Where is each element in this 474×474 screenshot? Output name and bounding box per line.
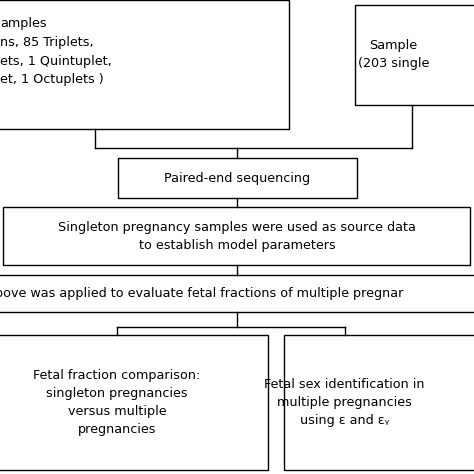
Text: Fetal sex identification in
multiple pregnancies
using ε and εᵧ: Fetal sex identification in multiple pre… (264, 378, 425, 428)
Text: et, 1 Octuplets ): et, 1 Octuplets ) (0, 73, 104, 86)
Bar (3, 207, 470, 265)
Text: Fetal fraction comparison:
singleton pregnancies
versus multiple
pregnancies: Fetal fraction comparison: singleton pre… (33, 369, 201, 437)
Text: ns, 85 Triplets,: ns, 85 Triplets, (0, 36, 94, 48)
Bar (0, 0, 289, 129)
Text: Singleton pregnancy samples were used as source data
to establish model paramete: Singleton pregnancy samples were used as… (58, 220, 416, 252)
Bar (0, 335, 268, 470)
Bar (355, 5, 474, 105)
Bar (118, 158, 357, 198)
Bar (0, 275, 474, 312)
Bar (284, 335, 474, 470)
Text: Paired-end sequencing: Paired-end sequencing (164, 172, 310, 185)
Text: ets, 1 Quintuplet,: ets, 1 Quintuplet, (0, 55, 112, 67)
Text: bove was applied to evaluate fetal fractions of multiple pregnar: bove was applied to evaluate fetal fract… (0, 287, 404, 300)
Text: amples: amples (0, 17, 46, 29)
Text: Sample
(203 single: Sample (203 single (358, 39, 429, 71)
